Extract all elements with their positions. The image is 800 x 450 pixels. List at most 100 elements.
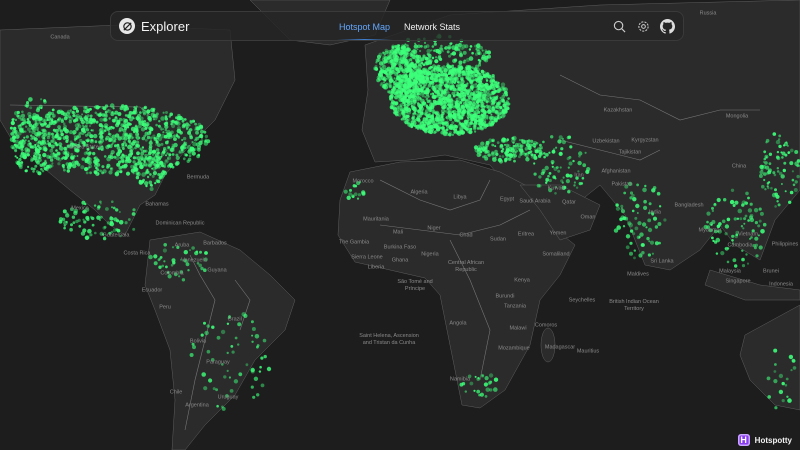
- hotspot-dot[interactable]: [781, 156, 784, 159]
- hotspot-dot[interactable]: [491, 139, 494, 142]
- hotspot-dot[interactable]: [55, 149, 58, 152]
- hotspot-dot[interactable]: [619, 217, 623, 222]
- hotspot-dot[interactable]: [413, 121, 417, 125]
- hotspot-dot[interactable]: [486, 152, 492, 158]
- hotspot-dot[interactable]: [485, 100, 489, 104]
- hotspot-dot[interactable]: [66, 109, 71, 114]
- hotspot-dot[interactable]: [441, 126, 445, 130]
- hotspot-dot[interactable]: [548, 151, 551, 154]
- hotspot-dot[interactable]: [23, 120, 27, 124]
- hotspot-dot[interactable]: [419, 49, 422, 53]
- hotspot-dot[interactable]: [141, 120, 145, 124]
- hotspot-dot[interactable]: [459, 122, 463, 126]
- hotspot-dot[interactable]: [643, 199, 647, 204]
- hotspot-dot[interactable]: [55, 156, 60, 161]
- hotspot-dot[interactable]: [10, 120, 15, 126]
- hotspot-dot[interactable]: [27, 165, 30, 168]
- hotspot-dot[interactable]: [412, 99, 417, 104]
- hotspot-dot[interactable]: [39, 142, 43, 145]
- hotspot-dot[interactable]: [135, 117, 139, 120]
- hotspot-dot[interactable]: [33, 152, 37, 155]
- hotspot-dot[interactable]: [379, 70, 384, 74]
- hotspot-dot[interactable]: [24, 139, 27, 142]
- hotspot-dot[interactable]: [78, 115, 83, 119]
- hotspot-dot[interactable]: [472, 124, 477, 129]
- hotspot-dot[interactable]: [446, 64, 451, 69]
- hotspot-dot[interactable]: [160, 128, 163, 131]
- hotspot-dot[interactable]: [397, 70, 401, 74]
- hotspot-dot[interactable]: [46, 118, 49, 122]
- hotspot-dot[interactable]: [482, 109, 487, 114]
- hotspot-dot[interactable]: [83, 116, 87, 120]
- hotspot-dot[interactable]: [25, 125, 28, 128]
- hotspot-dot[interactable]: [435, 90, 440, 95]
- hotspot-dot[interactable]: [63, 146, 67, 151]
- hotspot-dot[interactable]: [382, 51, 385, 54]
- hotspot-dot[interactable]: [448, 78, 452, 81]
- hotspot-dot[interactable]: [761, 184, 765, 189]
- hotspot-dot[interactable]: [31, 157, 35, 161]
- hotspot-dot[interactable]: [414, 42, 417, 45]
- hotspot-dot[interactable]: [259, 365, 262, 369]
- hotspot-dot[interactable]: [118, 168, 123, 173]
- hotspot-dot[interactable]: [42, 122, 47, 127]
- hotspot-dot[interactable]: [60, 110, 64, 113]
- hotspot-dot[interactable]: [733, 217, 737, 221]
- hotspot-dot[interactable]: [453, 58, 458, 62]
- hotspot-dot[interactable]: [451, 64, 455, 67]
- hotspot-dot[interactable]: [787, 151, 791, 154]
- hotspot-dot[interactable]: [394, 95, 399, 100]
- hotspot-dot[interactable]: [38, 121, 42, 125]
- hotspot-dot[interactable]: [567, 166, 570, 169]
- hotspot-dot[interactable]: [500, 111, 503, 115]
- hotspot-dot[interactable]: [466, 121, 471, 126]
- hotspot-dot[interactable]: [57, 162, 61, 166]
- hotspot-dot[interactable]: [778, 389, 784, 395]
- hotspot-dot[interactable]: [262, 338, 267, 343]
- hotspot-dot[interactable]: [94, 171, 97, 174]
- hotspot-dot[interactable]: [441, 111, 445, 116]
- hotspot-dot[interactable]: [185, 262, 190, 267]
- hotspot-dot[interactable]: [36, 131, 42, 136]
- hotspot-dot[interactable]: [454, 43, 459, 48]
- hotspot-dot[interactable]: [464, 44, 469, 49]
- hotspot-dot[interactable]: [467, 97, 471, 101]
- hotspot-dot[interactable]: [101, 233, 105, 236]
- hotspot-dot[interactable]: [629, 191, 634, 195]
- hotspot-dot[interactable]: [473, 126, 477, 130]
- hotspot-dot[interactable]: [420, 65, 423, 68]
- hotspot-dot[interactable]: [397, 105, 401, 110]
- hotspot-dot[interactable]: [481, 114, 484, 118]
- hotspot-dot[interactable]: [95, 166, 98, 170]
- hotspot-dot[interactable]: [70, 152, 74, 156]
- hotspot-dot[interactable]: [504, 105, 510, 111]
- hotspot-dot[interactable]: [139, 161, 143, 165]
- hotspot-dot[interactable]: [427, 90, 431, 93]
- hotspot-dot[interactable]: [31, 130, 36, 134]
- hotspot-dot[interactable]: [432, 111, 436, 114]
- hotspot-dot[interactable]: [431, 56, 435, 60]
- hotspot-dot[interactable]: [428, 118, 433, 123]
- hotspot-dot[interactable]: [44, 115, 49, 119]
- hotspot-dot[interactable]: [480, 373, 485, 378]
- hotspot-dot[interactable]: [166, 145, 171, 150]
- hotspot-dot[interactable]: [381, 57, 386, 62]
- hotspot-dot[interactable]: [431, 72, 436, 77]
- hotspot-dot[interactable]: [84, 167, 88, 171]
- hotspot-dot[interactable]: [148, 141, 153, 145]
- hotspot-dot[interactable]: [758, 174, 763, 178]
- hotspot-dot[interactable]: [487, 50, 491, 55]
- hotspot-dot[interactable]: [14, 144, 19, 148]
- hotspot-dot[interactable]: [69, 144, 74, 149]
- hotspot-dot[interactable]: [464, 88, 468, 92]
- hotspot-dot[interactable]: [469, 127, 473, 131]
- hotspot-dot[interactable]: [74, 144, 77, 147]
- hotspot-dot[interactable]: [102, 226, 106, 230]
- hotspot-dot[interactable]: [199, 250, 202, 254]
- hotspot-dot[interactable]: [423, 124, 426, 128]
- hotspot-dot[interactable]: [182, 123, 187, 127]
- hotspot-dot[interactable]: [410, 105, 416, 111]
- hotspot-dot[interactable]: [200, 139, 204, 143]
- hotspot-dot[interactable]: [16, 110, 20, 115]
- hotspot-dot[interactable]: [140, 151, 145, 156]
